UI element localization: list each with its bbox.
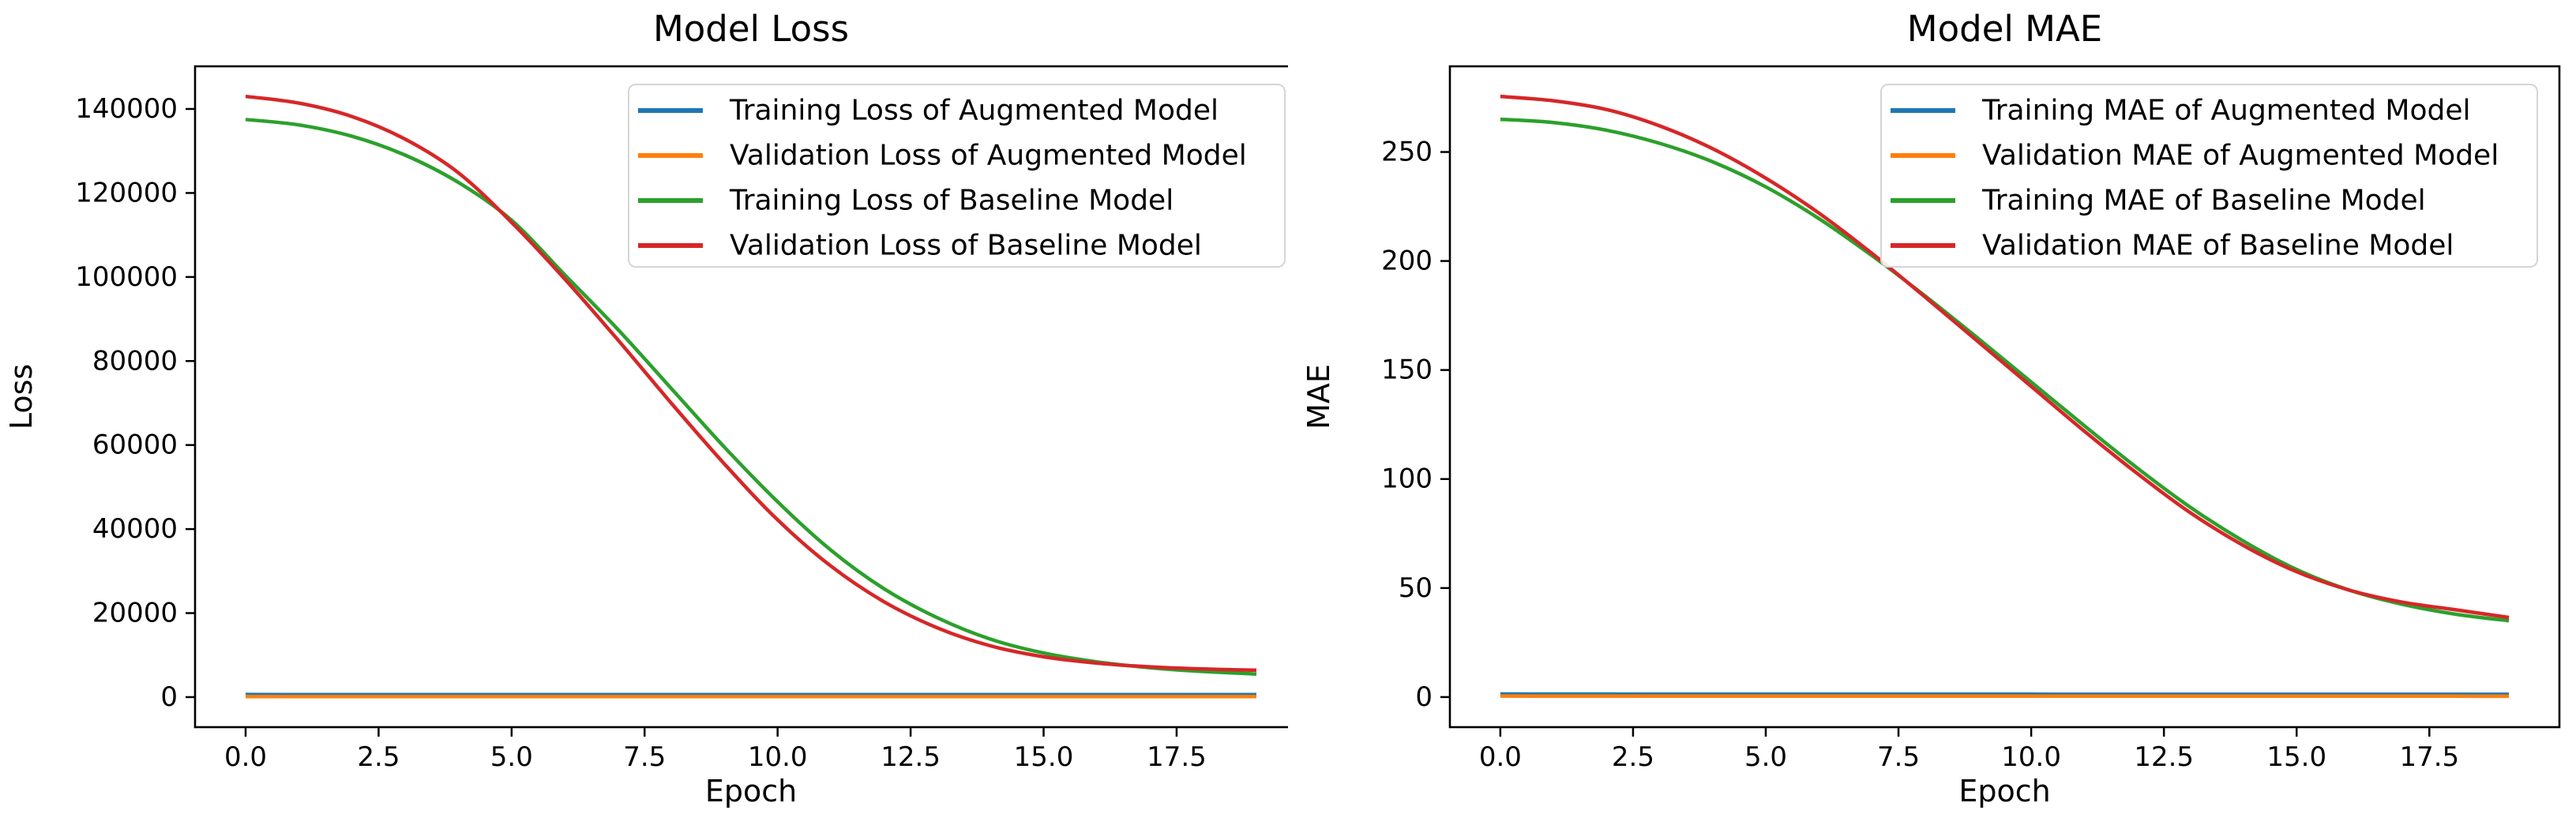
x-tick-label: 10.0 — [748, 741, 808, 773]
x-tick-label: 12.5 — [881, 741, 941, 773]
y-axis-label: MAE — [1301, 364, 1336, 430]
x-tick-label: 10.0 — [2001, 741, 2061, 773]
legend: Training MAE of Augmented Model Validatio… — [1880, 84, 2538, 268]
axes-frame — [193, 65, 1288, 729]
legend-label: Training MAE of Augmented Model — [1981, 95, 2471, 127]
legend-label: Training Loss of Augmented Model — [729, 95, 1219, 127]
x-tick-label: 2.5 — [1612, 741, 1654, 773]
x-tick-label: 0.0 — [1479, 741, 1522, 773]
series-line-green — [245, 118, 1257, 676]
x-tick-label: 17.5 — [2399, 741, 2459, 773]
x-tick-label: 7.5 — [623, 741, 666, 773]
x-tick-label: 5.0 — [1744, 741, 1787, 773]
y-tick-label: 250 — [1381, 137, 1433, 168]
y-tick-label: 80000 — [92, 345, 178, 377]
chart-loss: 0.0 2.5 5.0 7.5 10.0 12.5 15.0 17.5 0 20000 40000 6… — [4, 8, 1288, 808]
y-tick-label: 100000 — [75, 261, 178, 293]
legend-label: Training Loss of Baseline Model — [729, 185, 1173, 217]
series-line-red — [1500, 94, 2510, 620]
legend-label: Validation MAE of Augmented Model — [1982, 140, 2499, 172]
chart-title: Model MAE — [1907, 8, 2102, 50]
x-tick-label: 7.5 — [1877, 741, 1920, 773]
y-tick-label: 150 — [1381, 354, 1433, 386]
y-tick-label: 60000 — [92, 430, 178, 461]
y-tick-label: 40000 — [92, 513, 178, 545]
y-axis-label: Loss — [4, 364, 39, 430]
x-axis-label: Epoch — [705, 774, 797, 808]
chart-title: Model Loss — [653, 8, 849, 50]
y-tick-label: 0 — [1415, 681, 1433, 713]
legend: Training Loss of Augmented Model Validati… — [628, 84, 1286, 268]
legend-box — [1880, 84, 2538, 268]
y-tick-label: 120000 — [75, 177, 178, 208]
subplot-model-mae: 0.0 2.5 5.0 7.5 10.0 12.5 15.0 17.5 0 50 100 150 200… — [1288, 0, 2576, 829]
x-axis-label: Epoch — [1958, 774, 2050, 808]
y-tick-label: 20000 — [92, 598, 178, 629]
x-tick-label: 5.0 — [490, 741, 533, 773]
y-tick-label: 50 — [1399, 572, 1433, 604]
axes-frame — [1448, 65, 2561, 729]
legend-label: Training MAE of Baseline Model — [1981, 185, 2426, 217]
series-line-red — [245, 94, 1257, 673]
x-tick-label: 17.5 — [1147, 741, 1207, 773]
y-tick-label: 100 — [1381, 463, 1433, 495]
x-tick-label: 15.0 — [2266, 741, 2326, 773]
y-tick-label: 200 — [1381, 246, 1433, 277]
x-tick-label: 2.5 — [357, 741, 400, 773]
legend-label: Validation MAE of Baseline Model — [1982, 230, 2454, 262]
x-tick-label: 15.0 — [1014, 741, 1074, 773]
legend-box — [628, 84, 1286, 268]
legend-label: Validation Loss of Baseline Model — [730, 230, 1202, 262]
y-tick-label: 140000 — [75, 93, 178, 125]
subplot-model-loss: 0.0 2.5 5.0 7.5 10.0 12.5 15.0 17.5 0 20000 40000 6… — [4, 8, 1288, 808]
x-tick-label: 0.0 — [224, 741, 267, 773]
y-tick-label: 0 — [160, 681, 178, 713]
x-tick-label: 12.5 — [2134, 741, 2194, 773]
chart-mae: 0.0 2.5 5.0 7.5 10.0 12.5 15.0 17.5 0 50 100 150 200… — [1301, 8, 2561, 808]
legend-label: Validation Loss of Augmented Model — [730, 140, 1247, 172]
